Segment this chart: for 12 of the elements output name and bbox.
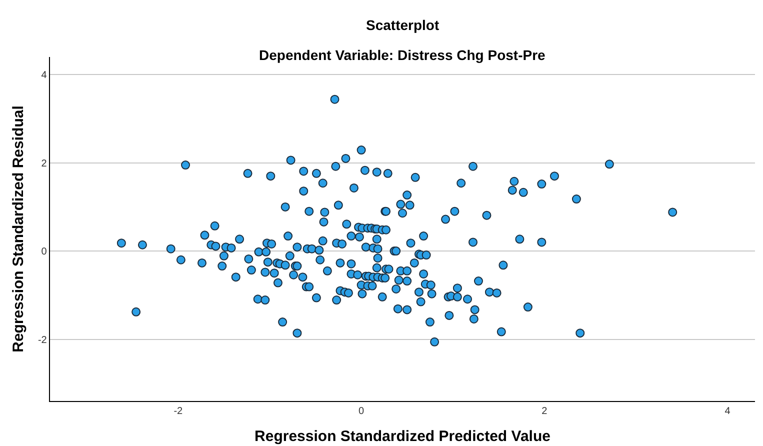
x-tick-label: -2 [174,406,184,418]
x-tick-label: 4 [724,406,731,418]
x-tick-label: 2 [542,406,548,418]
chart-title: Scatterplot [366,17,440,33]
y-tick-label: 4 [41,70,48,82]
y-axis-title: Regression Standardized Residual [10,106,28,352]
x-tick-label: 0 [358,406,365,418]
x-axis-title: Regression Standardized Predicted Value [254,428,550,446]
y-tick-label: -2 [38,334,48,346]
y-tick-label: 0 [41,246,48,258]
chart-subtitle: Dependent Variable: Distress Chg Post-Pre [259,47,546,63]
y-tick-label: 2 [41,158,48,170]
